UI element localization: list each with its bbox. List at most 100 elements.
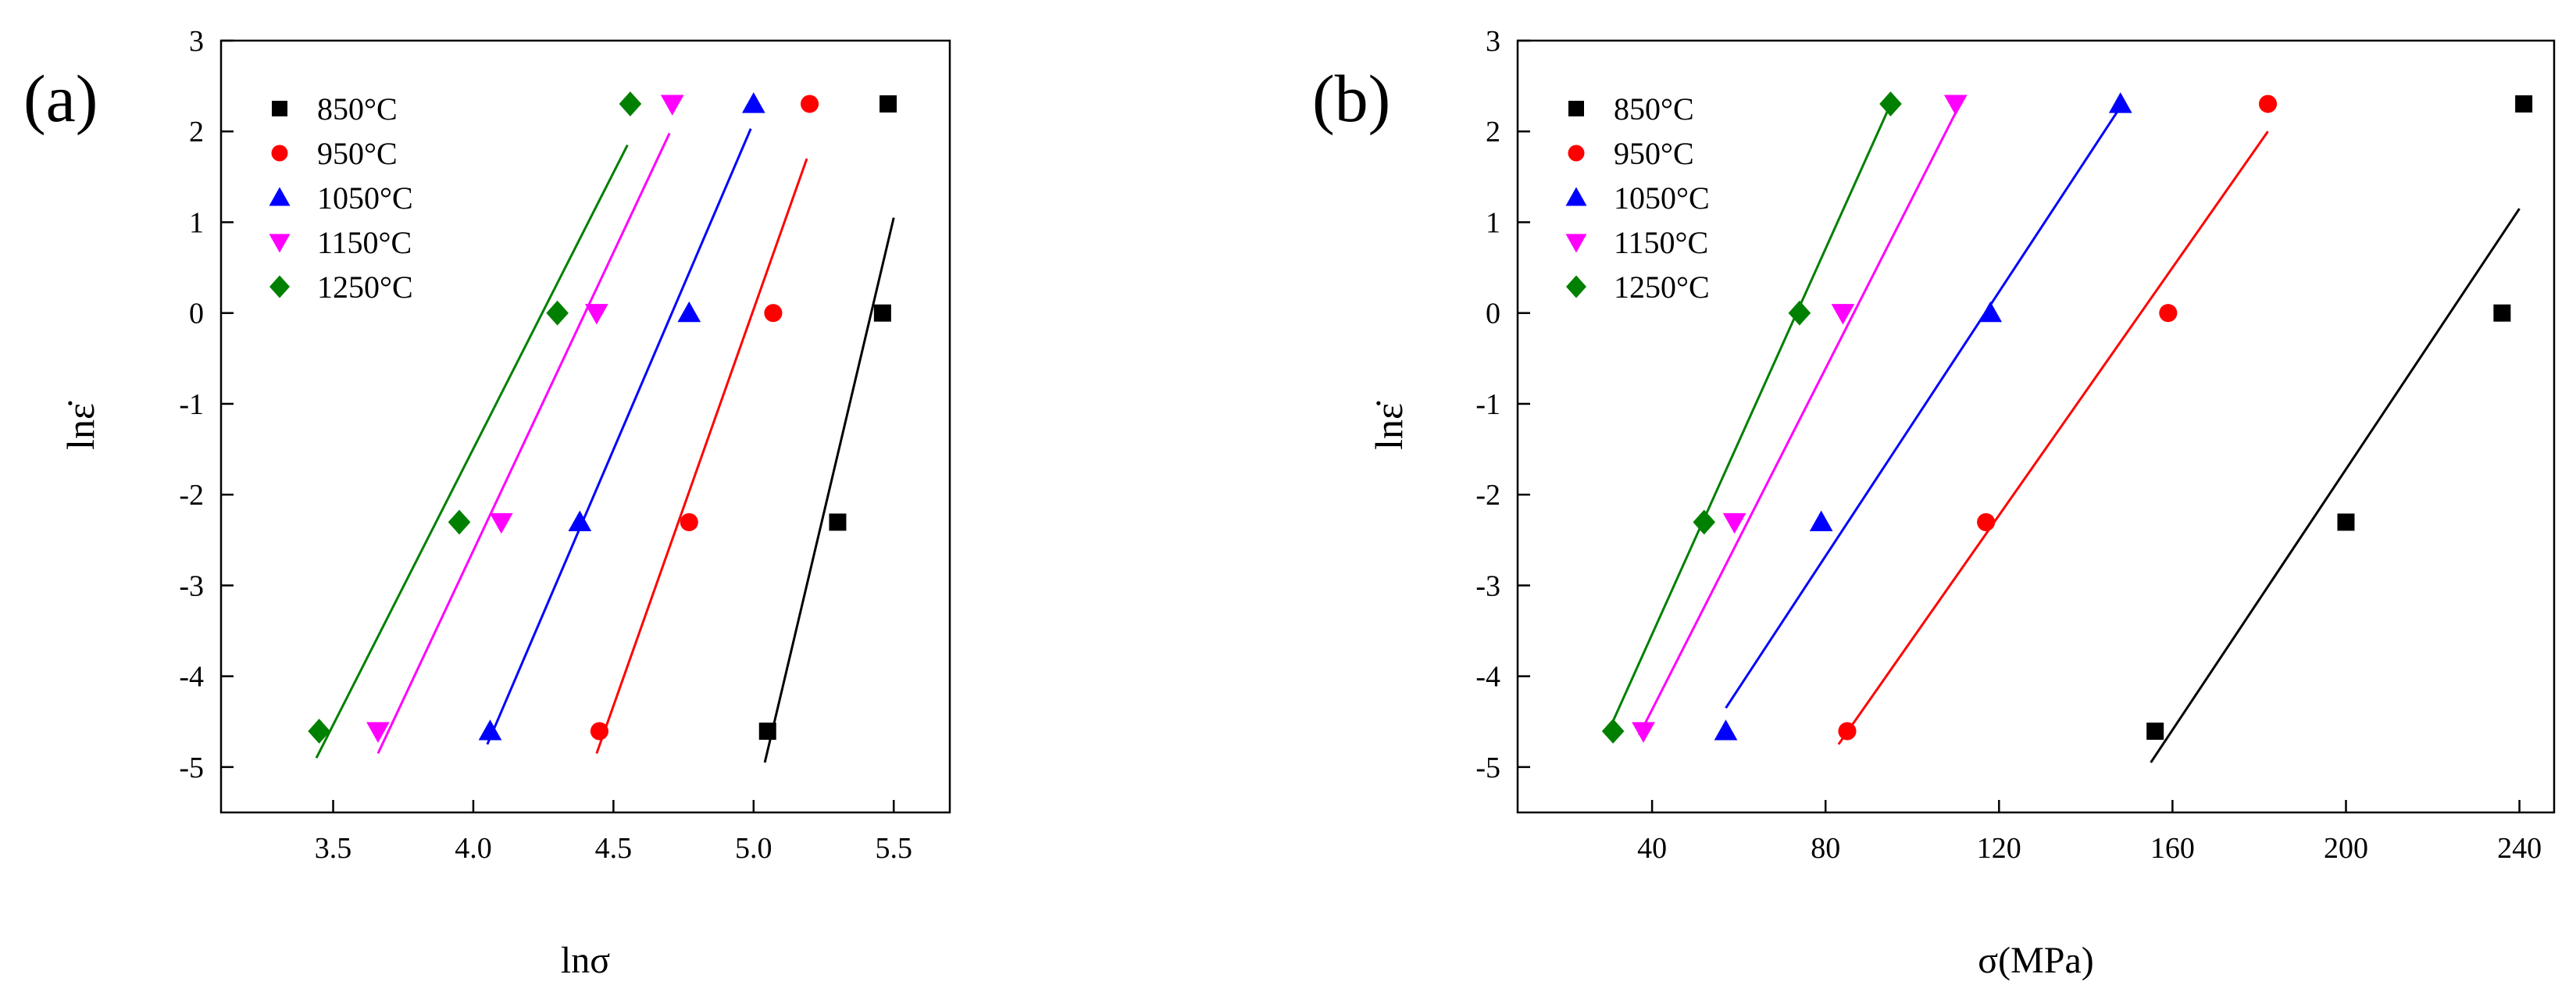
- legend-label: 1250°C: [1614, 270, 1710, 305]
- legend-marker: [269, 276, 290, 298]
- x-axis-label: lnσ: [561, 940, 610, 981]
- data-point: [1602, 719, 1625, 744]
- x-tick-label: 240: [2497, 832, 2542, 865]
- y-tick-label: -5: [179, 752, 204, 784]
- data-point: [619, 91, 642, 116]
- x-tick-label: 40: [1637, 832, 1667, 865]
- fit-line: [597, 159, 807, 753]
- data-point: [874, 305, 891, 322]
- legend-marker: [1566, 187, 1587, 206]
- legend-label: 1150°C: [1614, 225, 1708, 260]
- legend: 850°C 950°C 1050°C 1150°C 1250°C: [269, 91, 413, 305]
- x-tick-label: 200: [2324, 832, 2368, 865]
- legend-marker: [272, 101, 287, 116]
- legend-marker: [1568, 145, 1585, 162]
- data-point: [2337, 513, 2354, 530]
- legend-marker: [1568, 101, 1584, 116]
- data-point: [479, 719, 502, 740]
- x-tick-label: 3.5: [315, 832, 352, 865]
- data-point: [490, 513, 513, 534]
- y-tick-label: 1: [189, 206, 204, 239]
- data-point: [1838, 722, 1856, 740]
- fit-line: [2151, 209, 2520, 762]
- panel-label: (a): [23, 61, 98, 136]
- fit-line: [765, 218, 894, 762]
- x-tick-label: 4.5: [595, 832, 633, 865]
- data-point: [759, 723, 776, 740]
- panel-b: 40 80 120 160 200 240 -5 -4 -3 -2 -1 0 1 2 3 σ(MPa) lnε̇…: [1312, 25, 2554, 981]
- data-point: [1944, 95, 1968, 115]
- data-point: [764, 304, 782, 322]
- series-square: [759, 95, 897, 762]
- panel-a: 3.5 4.0 4.5 5.0 5.5 -5 -4 -3 -2 -1 0 1 2 3 lnσ lnε̇ (a) 8…: [23, 25, 950, 981]
- data-point: [2109, 92, 2132, 112]
- data-point: [308, 719, 330, 744]
- x-tick-label: 4.0: [455, 832, 492, 865]
- legend-marker: [1566, 234, 1587, 253]
- data-point: [1978, 302, 2002, 322]
- legend-label: 1050°C: [317, 180, 413, 216]
- y-tick-label: -3: [179, 569, 204, 602]
- data-point: [2159, 304, 2177, 322]
- data-point: [1832, 304, 1855, 324]
- data-point: [829, 513, 846, 530]
- legend-label: 850°C: [1614, 91, 1694, 127]
- series-circle: [1838, 95, 2277, 744]
- legend-label: 1050°C: [1614, 180, 1710, 216]
- data-point: [1693, 509, 1715, 534]
- y-tick-label: 1: [1486, 206, 1500, 239]
- legend: 850°C 950°C 1050°C 1150°C 1250°C: [1566, 91, 1710, 305]
- series-square: [2146, 95, 2532, 762]
- data-point: [2259, 95, 2277, 112]
- series-triangle-up: [479, 92, 765, 744]
- legend-marker: [272, 145, 288, 162]
- x-axis-label: σ(MPa): [1978, 940, 2094, 981]
- legend-marker: [269, 187, 291, 206]
- y-tick-label: -2: [179, 479, 204, 512]
- data-point: [590, 722, 608, 740]
- data-point: [1810, 511, 1833, 531]
- x-tick-label: 160: [2150, 832, 2195, 865]
- data-point: [879, 95, 897, 112]
- y-tick-label: -5: [1475, 752, 1500, 784]
- y-tick-label: -4: [179, 661, 204, 694]
- y-tick-label: 3: [189, 25, 204, 58]
- y-tick-label: -3: [1475, 569, 1500, 602]
- y-tick-label: -1: [179, 388, 204, 421]
- x-tick-label: 5.0: [735, 832, 772, 865]
- data-point: [1977, 513, 1995, 531]
- fit-line: [1726, 107, 2121, 708]
- y-tick-label: 2: [1486, 116, 1500, 148]
- y-tick-label: 2: [189, 116, 204, 148]
- y-tick-label: 0: [189, 298, 204, 330]
- legend-label: 1150°C: [317, 225, 412, 260]
- legend-label: 850°C: [317, 91, 398, 127]
- x-tick-label: 120: [1977, 832, 2021, 865]
- y-tick-label: -4: [1475, 661, 1500, 694]
- y-axis-label: lnε̇: [1367, 401, 1411, 450]
- data-point: [801, 95, 819, 112]
- data-point: [2146, 723, 2164, 740]
- x-tick-label: 5.5: [875, 832, 912, 865]
- y-tick-label: 3: [1486, 25, 1500, 58]
- data-point: [568, 511, 591, 531]
- data-point: [2493, 305, 2510, 322]
- data-point: [661, 95, 684, 115]
- legend-marker: [1566, 276, 1586, 298]
- data-point: [742, 92, 765, 112]
- figure: 3.5 4.0 4.5 5.0 5.5 -5 -4 -3 -2 -1 0 1 2 3 lnσ lnε̇ (a) 8…: [0, 0, 2576, 989]
- data-point: [2515, 95, 2532, 112]
- data-point: [1632, 722, 1655, 742]
- legend-label: 950°C: [1614, 136, 1694, 171]
- y-tick-label: -1: [1475, 388, 1500, 421]
- data-point: [680, 513, 698, 531]
- y-tick-label: -2: [1475, 479, 1500, 512]
- data-point: [366, 722, 390, 742]
- panel-label: (b): [1312, 61, 1390, 136]
- legend-label: 1250°C: [317, 270, 413, 305]
- legend-label: 950°C: [317, 136, 398, 171]
- x-tick-label: 80: [1811, 832, 1840, 865]
- data-point: [1714, 719, 1738, 740]
- data-point: [677, 302, 701, 322]
- y-axis-label: lnε̇: [59, 401, 102, 450]
